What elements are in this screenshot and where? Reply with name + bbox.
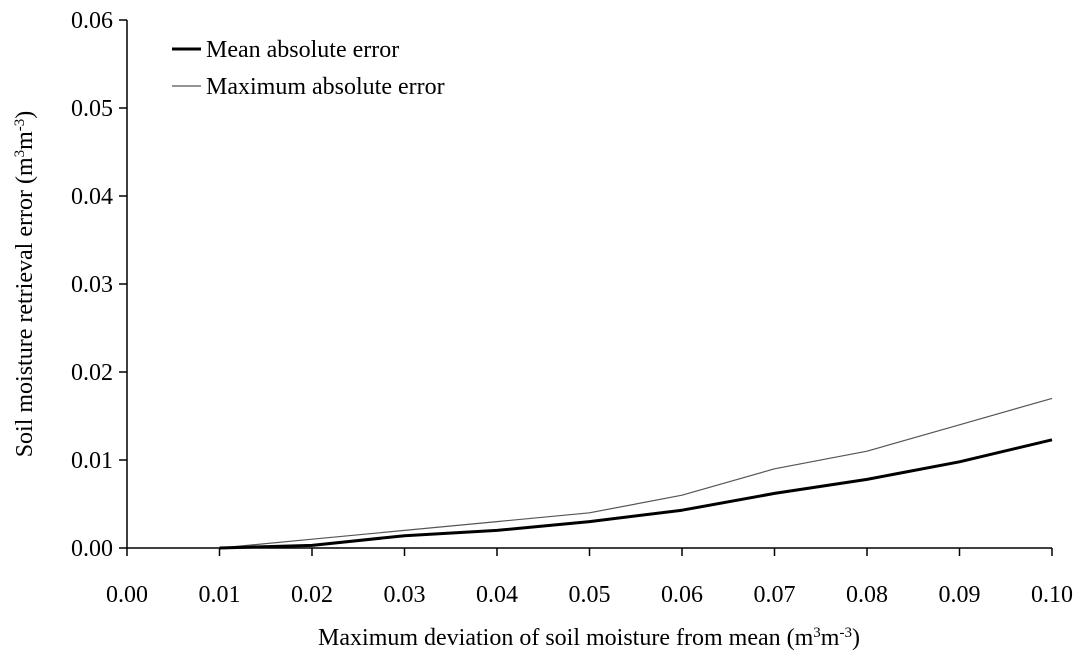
legend-label: Maximum absolute error <box>206 74 445 100</box>
y-axis-title: Soil moisture retrieval error (m3m-3) <box>12 111 38 458</box>
x-axis-unit: (m3m-3) <box>787 625 860 651</box>
y-tick-label: 0.03 <box>71 272 113 298</box>
y-tick-label: 0.06 <box>71 8 113 34</box>
x-tick-label: 0.07 <box>754 582 796 608</box>
series-line-mean-absolute-error <box>219 438 1053 550</box>
x-tick-label: 0.10 <box>1031 582 1073 608</box>
x-axis-title-text: Maximum deviation of soil moisture from … <box>318 625 781 651</box>
legend-label: Mean absolute error <box>206 37 399 63</box>
y-tick-label: 0.05 <box>71 96 113 122</box>
y-axis-unit: (m3m-3) <box>12 111 38 184</box>
x-tick-label: 0.05 <box>569 582 611 608</box>
x-tick-label: 0.03 <box>384 582 426 608</box>
x-tick-label: 0.04 <box>476 582 518 608</box>
y-tick-label: 0.02 <box>71 360 113 386</box>
x-tick-label: 0.06 <box>661 582 703 608</box>
legend: Mean absolute error Maximum absolute erro… <box>172 37 445 100</box>
y-axis-title-text: Soil moisture retrieval error <box>12 190 38 457</box>
y-tick-label: 0.04 <box>71 184 113 210</box>
y-tick-label: 0.01 <box>71 448 113 474</box>
series-line-maximum-absolute-error <box>219 397 1053 549</box>
x-axis-title: Maximum deviation of soil moisture from … <box>318 625 860 651</box>
x-tick-label: 0.01 <box>199 582 241 608</box>
series-layer <box>219 397 1053 550</box>
y-ticks: 0.00 0.01 0.02 0.03 0.04 0.05 0.06 <box>71 8 127 562</box>
y-tick-label: 0.00 <box>71 536 113 562</box>
x-ticks: 0.00 0.01 0.02 0.03 0.04 0.05 0.06 0.07 0.08 0.09… <box>106 548 1073 608</box>
x-tick-label: 0.00 <box>106 582 148 608</box>
x-tick-label: 0.09 <box>939 582 981 608</box>
x-tick-label: 0.08 <box>846 582 888 608</box>
x-tick-label: 0.02 <box>291 582 333 608</box>
